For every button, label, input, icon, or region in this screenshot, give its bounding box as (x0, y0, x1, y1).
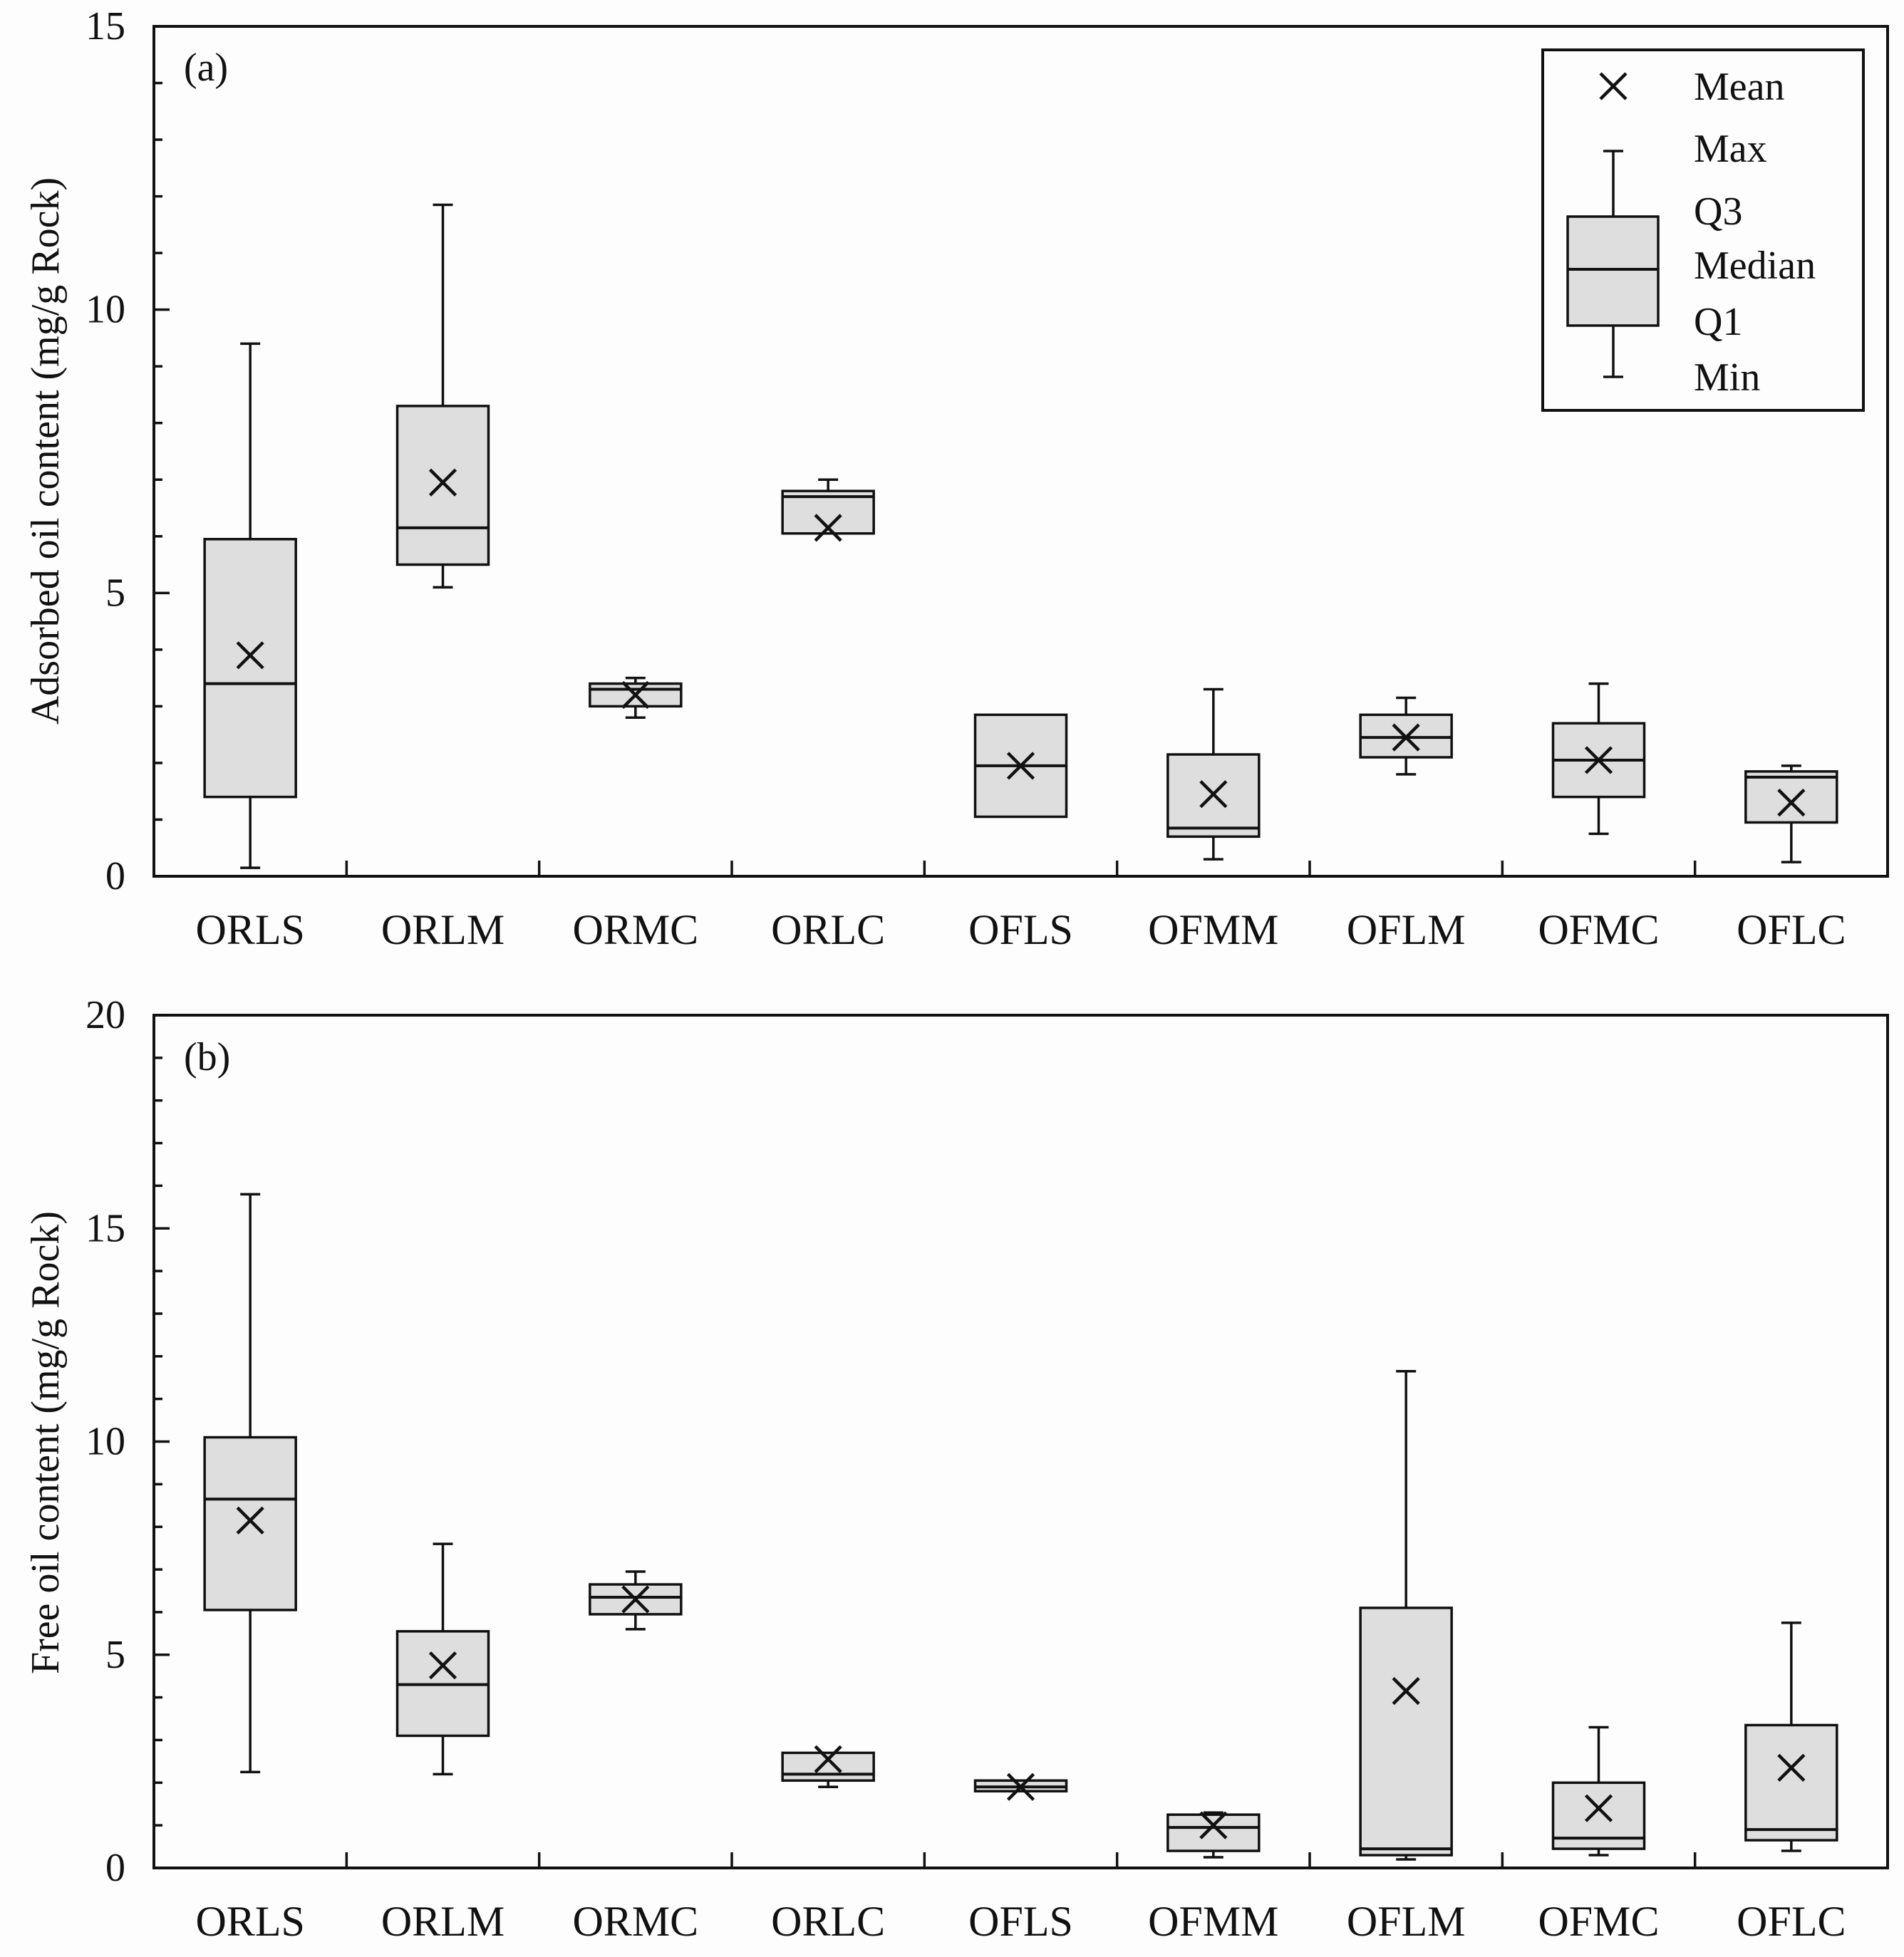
panel-b-x-tick-label-orlc: ORLC (771, 1898, 885, 1945)
panel-a-x-tick-label-ormc: ORMC (572, 906, 698, 953)
mean-marker-b (1199, 1811, 1228, 1839)
panel-b-box-oflc (1744, 1621, 1838, 1852)
mean-marker-b (621, 680, 650, 710)
panel-a-y-tick-label: 5 (105, 571, 125, 615)
panel-a-box-orlm (395, 203, 490, 589)
iqr-box (203, 538, 297, 799)
panel-b-box-ofmm (1166, 1811, 1261, 1859)
legend-entry-median: Median (1694, 244, 1816, 288)
panel-b-box-ofmc (1551, 1725, 1646, 1857)
panel-a-y-tick-label: 0 (105, 854, 125, 898)
mean-marker-b (236, 641, 264, 670)
iqr-box (395, 405, 490, 566)
panel-b-box-orlc (781, 1745, 875, 1789)
panel-a-box-orlc (781, 478, 875, 542)
panel-a-y-tick-label: 10 (86, 288, 125, 332)
iqr-box (1359, 1606, 1453, 1857)
iqr-box (1744, 1723, 1838, 1842)
mean-marker-b (1006, 1772, 1035, 1801)
panel-a-x-tick-label-oflc: OFLC (1737, 906, 1846, 953)
legend-entry-min: Min (1694, 355, 1760, 400)
panel-b-x-tick-label-ofls: OFLS (968, 1898, 1073, 1945)
panel-b-y-tick-label: 5 (105, 1633, 125, 1677)
mean-marker-b (1584, 1794, 1613, 1822)
legend-mean-marker (1599, 72, 1628, 100)
panel-a-box-ofmm (1166, 687, 1261, 861)
panel-a-box-ofls (973, 713, 1068, 819)
legend-entry-max: Max (1694, 127, 1767, 171)
panel-b-x-tick-label-ofmm: OFMM (1148, 1898, 1278, 1945)
panel-a-label: (a) (184, 46, 228, 90)
panel-b-x-tick-label-oflc: OFLC (1737, 1898, 1846, 1945)
panel-b-box-orls (203, 1193, 297, 1774)
panel-a-y-axis-label: Adsorbed oil content (mg/g Rock) (24, 177, 68, 725)
panel-b-x-tick-label-ofmc: OFMC (1538, 1898, 1659, 1945)
mean-marker-b (814, 1745, 842, 1773)
legend-entry-q3: Q3 (1694, 190, 1742, 234)
panel-b-box-ormc (589, 1570, 683, 1631)
panel-b-x-tick-label-ormc: ORMC (572, 1898, 698, 1945)
panel-b-y-tick-label: 0 (105, 1846, 125, 1890)
mean-marker-b (1392, 1677, 1420, 1706)
mean-marker-b (428, 468, 457, 497)
mean-marker-b (1777, 789, 1806, 817)
panel-a-box-oflm (1359, 696, 1453, 776)
iqr-box (1166, 1813, 1261, 1852)
mean-marker-b (814, 514, 842, 542)
mean-marker-b (1777, 1753, 1806, 1782)
mean-marker-b (1006, 752, 1035, 780)
panel-b-x-tick-label-orlm: ORLM (381, 1898, 505, 1945)
panel-a-x-tick-label-ofmm: OFMM (1148, 906, 1278, 953)
mean-marker-b (1199, 780, 1228, 809)
mean-marker-b (428, 1651, 457, 1680)
legend-box (1566, 215, 1660, 327)
panel-b-y-axis-label: Free oil content (mg/g Rock) (24, 1211, 68, 1674)
iqr-box (203, 1436, 297, 1611)
panel-a-x-tick-label-orlm: ORLM (381, 906, 505, 953)
panel-a-box-ormc (589, 676, 683, 720)
iqr-box (1744, 770, 1838, 824)
panel-a-y-tick-label: 15 (86, 4, 125, 48)
mean-marker-b (1392, 723, 1420, 752)
panel-b-plot-frame (152, 1014, 1889, 1869)
panel-a-x-tick-label-orlc: ORLC (771, 906, 885, 953)
panel-b-box-ofls (973, 1772, 1068, 1801)
panel-b-y-tick-label: 10 (86, 1420, 125, 1464)
panel-a-box-orls (203, 342, 297, 869)
panel-a-x-tick-label-ofls: OFLS (968, 906, 1073, 953)
panel-b-x-tick-label-oflm: OFLM (1347, 1898, 1466, 1945)
iqr-box (781, 1751, 875, 1782)
legend-entry-mean: Mean (1694, 65, 1785, 109)
panel-a-box-ofmc (1551, 682, 1646, 836)
panel-b-box-oflm (1359, 1369, 1453, 1861)
panel-a-x-tick-label-orls: ORLS (195, 906, 304, 953)
panel-b-free-oil: (b) Free oil content (mg/g Rock) 0 5 10 15 2… (24, 993, 1889, 1945)
legend-entry-q1: Q1 (1694, 300, 1742, 344)
panel-a-box-oflc (1744, 764, 1838, 863)
panel-b-y-tick-label: 20 (86, 993, 125, 1037)
mean-marker-b (236, 1506, 264, 1535)
panel-a-adsorbed-oil: (a) Adsorbed oil content (mg/g Rock) 0 5 1… (24, 4, 1889, 953)
legend: Mean Max Q3 Median Q1 Min (1541, 48, 1865, 412)
mean-marker-b (621, 1585, 650, 1614)
panel-b-box-orlm (395, 1542, 490, 1776)
panel-b-y-tick-label: 15 (86, 1206, 125, 1250)
panel-b-label: (b) (184, 1035, 230, 1079)
panel-a-x-tick-label-oflm: OFLM (1347, 906, 1466, 953)
panel-a-plot-frame (152, 25, 1889, 878)
panel-a-x-tick-label-ofmc: OFMC (1538, 906, 1659, 953)
mean-marker-b (1584, 746, 1613, 774)
panel-b-x-tick-label-orls: ORLS (195, 1898, 304, 1945)
